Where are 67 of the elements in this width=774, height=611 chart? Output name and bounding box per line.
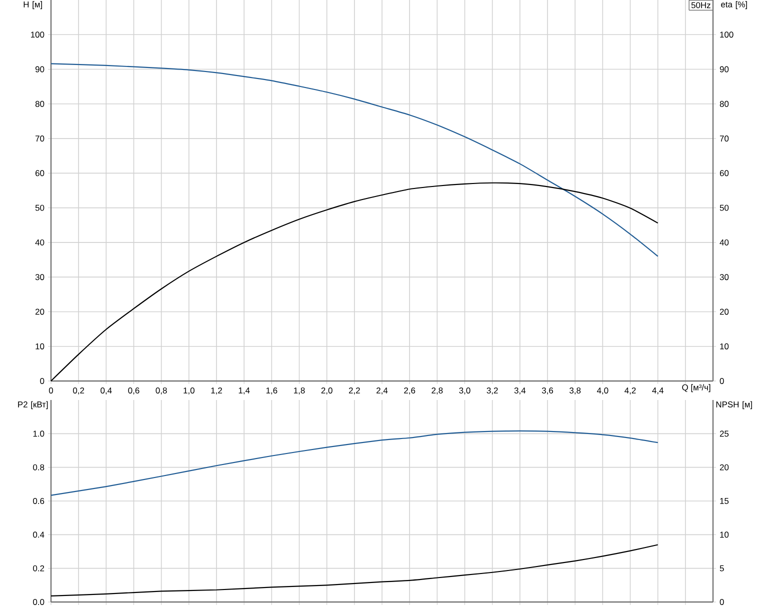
line-series [50, 63, 658, 257]
y-tick-label: 0.8 [33, 464, 44, 470]
x-tick-label: 4,4 [652, 388, 664, 394]
x-tick-label: 2,8 [432, 388, 443, 394]
y2-tick-label: 10 [720, 343, 729, 350]
x-tick-label: 2,6 [404, 388, 416, 394]
x-tick-label: 3,4 [514, 388, 526, 394]
x-tick-label: 1,8 [294, 388, 305, 394]
x-tick-label: 1,6 [266, 388, 278, 394]
y2-tick-label: 0 [720, 378, 724, 384]
y-tick-label: 10 [36, 343, 44, 350]
x-tick-label: 0,8 [156, 388, 167, 394]
y-tick-label: 0.2 [33, 565, 44, 572]
y-axis-title: P2 [кВт] [18, 401, 48, 410]
line-series [50, 182, 658, 382]
y-axis-title: H [м] [24, 1, 42, 10]
y-tick-label: 80 [35, 100, 44, 107]
x-tick-label: 2,4 [376, 388, 388, 394]
y2-tick-label: 15 [720, 498, 729, 504]
x-tick-label: 3,8 [570, 388, 581, 394]
y-tick-label: 90 [35, 66, 44, 72]
x-tick-label: 3,6 [542, 388, 554, 394]
x-tick-label: 1,4 [238, 388, 250, 394]
x-tick-label: 0,4 [100, 388, 112, 394]
y2-axis-title: NPSH [м] [716, 401, 752, 410]
y-tick-label: 30 [35, 274, 44, 280]
line-series [50, 544, 658, 596]
y-tick-label: 40 [35, 239, 44, 246]
y-tick-label: 50 [35, 204, 44, 211]
y2-tick-label: 20 [720, 308, 729, 315]
y2-tick-label: 60 [720, 170, 729, 176]
y2-tick-label: 40 [720, 239, 729, 246]
annotation: 50Hz [691, 2, 710, 8]
y-tick-label: 0.0 [33, 599, 44, 605]
y-tick-label: 0.6 [33, 498, 44, 504]
y2-tick-label: 10 [720, 532, 729, 538]
x-tick-label: 2,0 [321, 388, 332, 394]
y2-tick-label: 25 [720, 430, 729, 437]
x-tick-label: 4,2 [624, 388, 636, 394]
x-tick-label: 1,0 [184, 388, 194, 394]
y-tick-label: 100 [31, 32, 44, 38]
x-tick-label: 0,6 [128, 388, 140, 394]
y2-tick-label: 100 [720, 32, 734, 38]
y2-tick-label: 30 [720, 274, 729, 280]
y-tick-label: 1.0 [33, 430, 44, 437]
line-series [50, 430, 658, 496]
y-tick-label: 20 [35, 308, 44, 315]
x-tick-label: 0 [48, 388, 54, 394]
y2-tick-label: 0 [720, 599, 724, 605]
y2-tick-label: 5 [720, 565, 724, 572]
y-tick-label: 0.4 [33, 532, 44, 538]
y2-tick-label: 50 [720, 204, 729, 211]
x-axis-title: Q [м³/ч] [682, 384, 710, 392]
x-tick-label: 3,2 [486, 388, 498, 394]
y2-tick-label: 90 [720, 66, 729, 72]
y2-axis-title: eta [%] [721, 1, 747, 10]
y-tick-label: 70 [36, 136, 44, 142]
x-tick-label: 4,0 [596, 388, 608, 394]
y-tick-label: 60 [36, 170, 44, 176]
y2-tick-label: 20 [720, 464, 729, 470]
x-tick-label: 0,2 [73, 388, 84, 394]
x-tick-label: 3,0 [459, 388, 470, 394]
y-tick-label: 0 [40, 378, 44, 384]
y2-tick-label: 80 [720, 100, 729, 107]
x-tick-label: 2,2 [348, 388, 360, 394]
x-tick-label: 1,2 [211, 388, 222, 394]
y2-tick-label: 70 [720, 136, 729, 142]
